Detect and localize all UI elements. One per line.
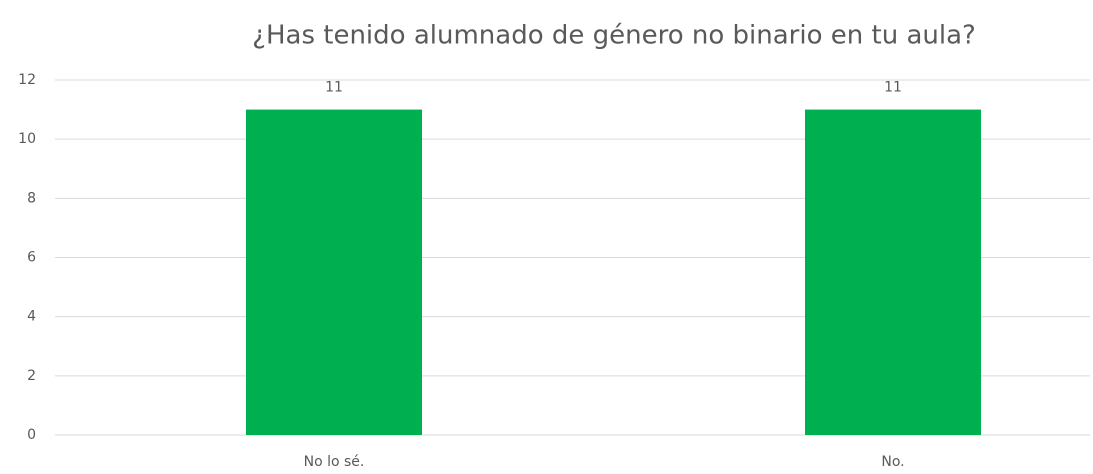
y-tick-label: 8 bbox=[27, 190, 36, 206]
y-tick-label: 10 bbox=[18, 131, 36, 147]
data-label: 11 bbox=[884, 80, 902, 96]
y-tick-label: 6 bbox=[27, 250, 36, 266]
chart-title: ¿Has tenido alumnado de género no binari… bbox=[252, 21, 976, 51]
bar bbox=[246, 109, 422, 435]
y-tick-label: 12 bbox=[18, 72, 36, 88]
bar bbox=[805, 109, 981, 435]
x-tick-label: No. bbox=[881, 454, 904, 470]
y-tick-label: 2 bbox=[27, 368, 36, 384]
y-tick-label: 4 bbox=[27, 309, 36, 325]
data-label: 11 bbox=[325, 80, 343, 96]
y-tick-label: 0 bbox=[27, 427, 36, 443]
x-tick-label: No lo sé. bbox=[304, 454, 365, 470]
